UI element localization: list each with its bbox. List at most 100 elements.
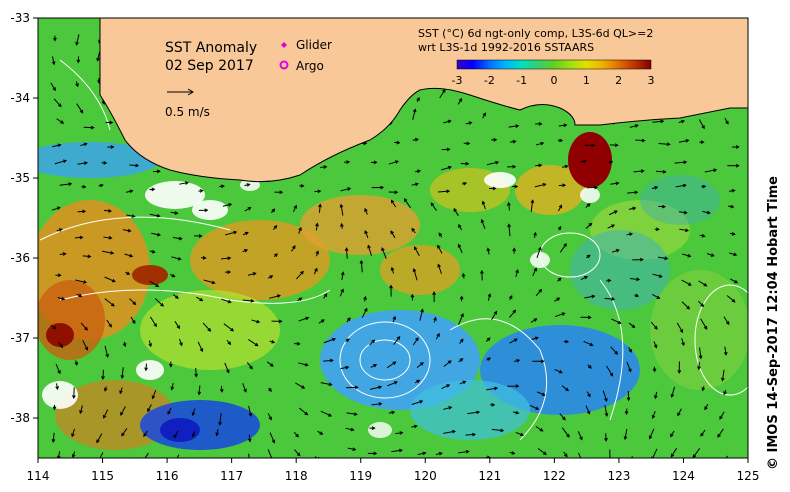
- current-arrow: [561, 385, 569, 391]
- current-arrowhead: [692, 454, 697, 458]
- current-arrowhead: [211, 280, 216, 285]
- current-arrow: [698, 119, 705, 129]
- current-arrow: [651, 293, 660, 299]
- current-arrowhead: [256, 319, 261, 324]
- current-arrow: [122, 229, 131, 232]
- current-arrowhead: [315, 250, 320, 255]
- current-arrowhead: [419, 400, 424, 404]
- current-arrowhead: [494, 386, 499, 391]
- current-arrowhead: [594, 185, 599, 190]
- current-arrow: [633, 170, 644, 173]
- current-arrow: [361, 308, 368, 318]
- current-arrowhead: [371, 339, 376, 344]
- current-arrow: [671, 386, 676, 398]
- current-arrowhead: [61, 296, 66, 301]
- current-arrow: [611, 318, 621, 324]
- current-arrow: [481, 219, 486, 229]
- current-arrowhead: [298, 297, 303, 301]
- current-arrowhead: [373, 451, 378, 456]
- current-arrowhead: [51, 61, 56, 66]
- current-arrowhead: [57, 143, 62, 148]
- current-arrowhead: [108, 209, 113, 213]
- colorbar-tick-label: 1: [583, 74, 590, 87]
- current-arrowhead: [276, 294, 281, 298]
- current-arrowhead: [629, 464, 632, 467]
- current-arrowhead: [677, 369, 682, 374]
- current-arrow: [654, 391, 658, 399]
- current-arrow: [178, 338, 183, 346]
- current-arrow: [124, 253, 133, 257]
- current-arrowhead: [670, 393, 675, 398]
- current-arrow: [121, 428, 128, 437]
- current-arrowhead: [390, 199, 395, 204]
- current-arrowhead: [589, 342, 594, 347]
- current-arrowhead: [614, 350, 619, 355]
- current-arrow: [606, 365, 613, 377]
- current-arrowhead: [75, 41, 79, 46]
- current-arrow: [658, 142, 670, 145]
- current-arrowhead: [480, 269, 484, 274]
- current-arrowhead: [558, 369, 563, 374]
- current-arrowhead: [120, 411, 124, 416]
- current-arrow: [678, 139, 689, 143]
- current-arrowhead: [84, 346, 89, 351]
- current-arrow: [534, 183, 546, 188]
- current-arrowhead: [179, 342, 183, 347]
- current-arrowhead: [398, 448, 403, 453]
- current-arrowhead: [347, 317, 351, 322]
- current-arrow: [126, 214, 135, 218]
- current-arrowhead: [126, 271, 131, 275]
- current-arrowhead: [57, 273, 62, 278]
- current-arrow: [79, 405, 83, 414]
- current-arrowhead: [269, 363, 274, 367]
- colorbar-title-line1: SST (°C) 6d ngt-only comp, L3S-6d QL>=2: [418, 27, 653, 40]
- current-arrowhead: [493, 137, 498, 142]
- current-arrowhead: [632, 206, 637, 211]
- current-arrow: [145, 363, 148, 371]
- current-arrowhead: [415, 337, 419, 342]
- current-arrow: [318, 204, 321, 213]
- current-arrow: [457, 98, 462, 105]
- current-arrow: [532, 268, 537, 276]
- current-arrow: [192, 408, 196, 416]
- current-arrow: [628, 322, 635, 328]
- current-arrowhead: [394, 190, 399, 195]
- current-arrowhead: [90, 125, 95, 130]
- current-arrowhead: [515, 410, 520, 415]
- current-arrowhead: [611, 224, 616, 228]
- current-arrowhead: [247, 438, 252, 443]
- current-arrowhead: [167, 410, 171, 415]
- current-arrowhead: [615, 248, 620, 253]
- current-arrow: [50, 82, 56, 91]
- current-arrow: [437, 264, 442, 274]
- current-arrow: [296, 271, 304, 280]
- current-arrowhead: [199, 297, 204, 302]
- current-arrow: [453, 208, 459, 217]
- current-arrowhead: [677, 412, 681, 417]
- current-arrowhead: [422, 451, 427, 456]
- current-arrow: [656, 170, 666, 173]
- current-arrowhead: [271, 439, 276, 444]
- current-arrow: [360, 260, 363, 273]
- current-arrowhead: [710, 253, 715, 257]
- current-arrow: [535, 142, 544, 146]
- current-arrow: [295, 382, 305, 389]
- current-arrowhead: [604, 397, 608, 402]
- current-arrow: [174, 321, 180, 329]
- current-arrowhead: [247, 207, 252, 211]
- current-arrow: [724, 117, 729, 124]
- current-arrowhead: [617, 320, 622, 325]
- current-arrow: [315, 223, 318, 231]
- current-arrow: [482, 201, 486, 210]
- current-arrowhead: [530, 199, 535, 204]
- current-arrowhead: [687, 282, 692, 286]
- current-arrow: [224, 362, 230, 373]
- x-tick-label: 119: [349, 469, 372, 483]
- current-arrowhead: [436, 332, 440, 337]
- current-arrow: [220, 257, 231, 260]
- current-arrow: [580, 276, 588, 281]
- current-arrowhead: [76, 59, 81, 64]
- current-arrowhead: [640, 169, 645, 173]
- y-axis: -33 -34 -35 -36 -37 -38: [10, 11, 38, 425]
- current-arrowhead: [108, 323, 112, 328]
